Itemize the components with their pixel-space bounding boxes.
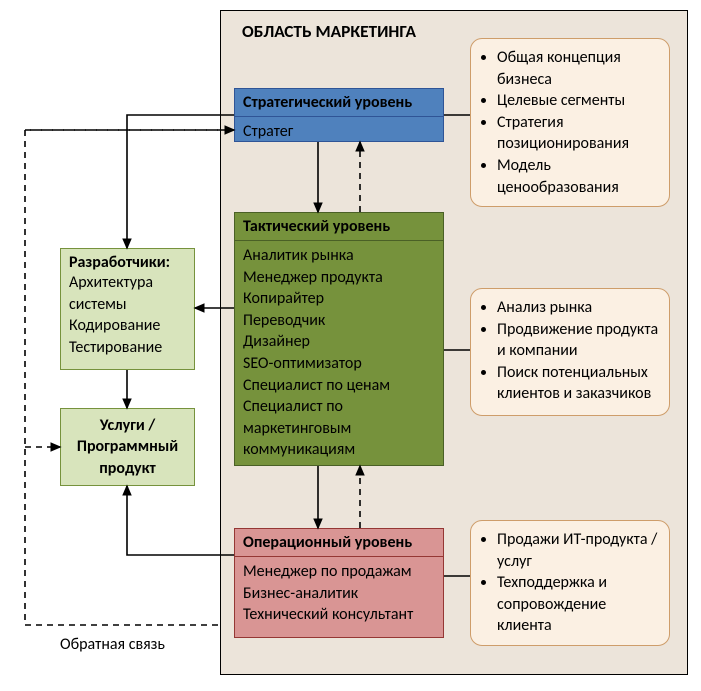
box-line: Аналитик рынка: [243, 245, 435, 267]
box-line: Кодирование: [69, 315, 186, 337]
services-line: продукт: [69, 458, 186, 480]
developers-body: АрхитектурасистемыКодированиеТестировани…: [61, 272, 194, 362]
box-line: Переводчик: [243, 310, 435, 332]
box-line: SEO-оптимизатор: [243, 353, 435, 375]
operational-level-header: Операционный уровень: [235, 529, 443, 557]
developers-header: Разработчики:: [61, 249, 194, 272]
box-line: Менеджер по продажам: [243, 561, 435, 583]
box-line: Дизайнер: [243, 331, 435, 353]
box-line: системы: [69, 294, 186, 316]
strategic-outputs-list: Общая концепция бизнесаЦелевые сегментыС…: [475, 47, 659, 198]
operational-outputs-callout: Продажи ИТ-продукта / услугТехподдержка …: [470, 520, 670, 646]
strategic-level-box: Стратегический уровень Стратег: [234, 88, 444, 142]
box-line: Технический консультант: [243, 604, 435, 626]
tactical-outputs-callout: Анализ рынкаПродвижение продукта и компа…: [470, 288, 670, 416]
callout-item: Техподдержка и сопровождение клиента: [497, 572, 659, 637]
marketing-area-title: ОБЛАСТЬ МАРКЕТИНГА: [242, 20, 416, 42]
operational-level-box: Операционный уровень Менеджер по продажа…: [234, 528, 444, 638]
operational-outputs-list: Продажи ИТ-продукта / услугТехподдержка …: [475, 529, 659, 637]
strategic-level-header: Стратегический уровень: [235, 89, 443, 117]
developers-box: Разработчики: АрхитектурасистемыКодирова…: [60, 248, 195, 370]
strategic-level-body: Стратег: [235, 117, 443, 147]
feedback-label: Обратная связь: [60, 635, 165, 654]
callout-item: Целевые сегменты: [497, 90, 659, 112]
callout-item: Общая концепция бизнеса: [497, 47, 659, 90]
box-line: Стратег: [243, 121, 435, 143]
callout-item: Продвижение продукта и компании: [497, 319, 659, 362]
tactical-level-header: Тактический уровень: [235, 213, 443, 241]
box-line: маркетинговым: [243, 418, 435, 440]
callout-item: Продажи ИТ-продукта / услуг: [497, 529, 659, 572]
box-line: Тестирование: [69, 337, 186, 359]
services-product-body: Услуги /Программныйпродукт: [61, 409, 194, 485]
box-line: Бизнес-аналитик: [243, 583, 435, 605]
tactical-level-body: Аналитик рынкаМенеджер продуктаКопирайте…: [235, 241, 443, 465]
box-line: коммуникациям: [243, 439, 435, 461]
tactical-outputs-list: Анализ рынкаПродвижение продукта и компа…: [475, 297, 659, 405]
callout-item: Анализ рынка: [497, 297, 659, 319]
services-line: Программный: [69, 436, 186, 458]
callout-item: Стратегия позиционирования: [497, 112, 659, 155]
box-line: Менеджер продукта: [243, 267, 435, 289]
services-product-box: Услуги /Программныйпродукт: [60, 408, 195, 486]
services-line: Услуги /: [69, 415, 186, 437]
box-line: Копирайтер: [243, 288, 435, 310]
box-line: Специалист по ценам: [243, 375, 435, 397]
diagram-canvas: ОБЛАСТЬ МАРКЕТИНГА Стратегический уровен…: [0, 0, 701, 691]
callout-item: Поиск потенциальных клиентов и заказчико…: [497, 362, 659, 405]
operational-level-body: Менеджер по продажамБизнес-аналитикТехни…: [235, 557, 443, 630]
callout-item: Модель ценообразования: [497, 155, 659, 198]
box-line: Архитектура: [69, 272, 186, 294]
strategic-outputs-callout: Общая концепция бизнесаЦелевые сегментыС…: [470, 38, 670, 207]
box-line: Специалист по: [243, 396, 435, 418]
tactical-level-box: Тактический уровень Аналитик рынкаМенедж…: [234, 212, 444, 466]
